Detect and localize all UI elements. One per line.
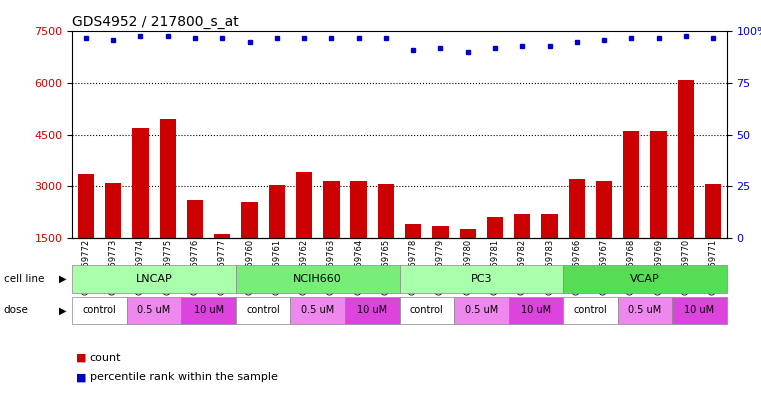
- Bar: [672, 297, 727, 324]
- Text: ■: ■: [76, 372, 87, 382]
- Text: 0.5 uM: 0.5 uM: [301, 305, 334, 316]
- Bar: [236, 297, 291, 324]
- Bar: [705, 184, 721, 289]
- Text: control: control: [410, 305, 444, 316]
- Bar: [508, 297, 563, 324]
- Bar: [568, 179, 585, 289]
- Bar: [432, 226, 449, 289]
- Text: 0.5 uM: 0.5 uM: [465, 305, 498, 316]
- Bar: [78, 174, 94, 289]
- Bar: [132, 128, 148, 289]
- Bar: [405, 224, 422, 289]
- Bar: [377, 184, 394, 289]
- Text: percentile rank within the sample: percentile rank within the sample: [90, 372, 278, 382]
- Bar: [323, 181, 339, 289]
- Bar: [596, 181, 613, 289]
- Text: GDS4952 / 217800_s_at: GDS4952 / 217800_s_at: [72, 15, 239, 29]
- Text: control: control: [574, 305, 607, 316]
- Text: ■: ■: [76, 353, 87, 363]
- Text: 10 uM: 10 uM: [193, 305, 224, 316]
- Text: LNCAP: LNCAP: [135, 274, 173, 284]
- Bar: [460, 229, 476, 289]
- Text: 10 uM: 10 uM: [357, 305, 387, 316]
- Bar: [400, 265, 563, 293]
- Bar: [541, 214, 558, 289]
- Bar: [296, 173, 312, 289]
- Text: PC3: PC3: [470, 274, 492, 284]
- Bar: [454, 297, 508, 324]
- Bar: [651, 131, 667, 289]
- Bar: [72, 265, 236, 293]
- Bar: [678, 79, 694, 289]
- Text: cell line: cell line: [4, 274, 44, 284]
- Text: 10 uM: 10 uM: [684, 305, 715, 316]
- Text: dose: dose: [4, 305, 29, 316]
- Bar: [291, 297, 345, 324]
- Bar: [269, 185, 285, 289]
- Bar: [351, 181, 367, 289]
- Text: ▶: ▶: [59, 274, 67, 284]
- Text: count: count: [90, 353, 121, 363]
- Bar: [563, 297, 618, 324]
- Bar: [400, 297, 454, 324]
- Bar: [487, 217, 503, 289]
- Text: control: control: [247, 305, 280, 316]
- Text: control: control: [83, 305, 116, 316]
- Bar: [160, 119, 176, 289]
- Bar: [214, 234, 231, 289]
- Text: 10 uM: 10 uM: [521, 305, 551, 316]
- Bar: [72, 297, 127, 324]
- Bar: [345, 297, 400, 324]
- Bar: [236, 265, 400, 293]
- Bar: [514, 214, 530, 289]
- Bar: [187, 200, 203, 289]
- Bar: [241, 202, 258, 289]
- Text: 0.5 uM: 0.5 uM: [629, 305, 661, 316]
- Text: 0.5 uM: 0.5 uM: [138, 305, 170, 316]
- Bar: [563, 265, 727, 293]
- Bar: [181, 297, 236, 324]
- Bar: [618, 297, 672, 324]
- Bar: [105, 184, 122, 289]
- Text: NCIH660: NCIH660: [293, 274, 342, 284]
- Text: VCAP: VCAP: [630, 274, 660, 284]
- Text: ▶: ▶: [59, 305, 67, 316]
- Bar: [127, 297, 181, 324]
- Bar: [623, 131, 639, 289]
